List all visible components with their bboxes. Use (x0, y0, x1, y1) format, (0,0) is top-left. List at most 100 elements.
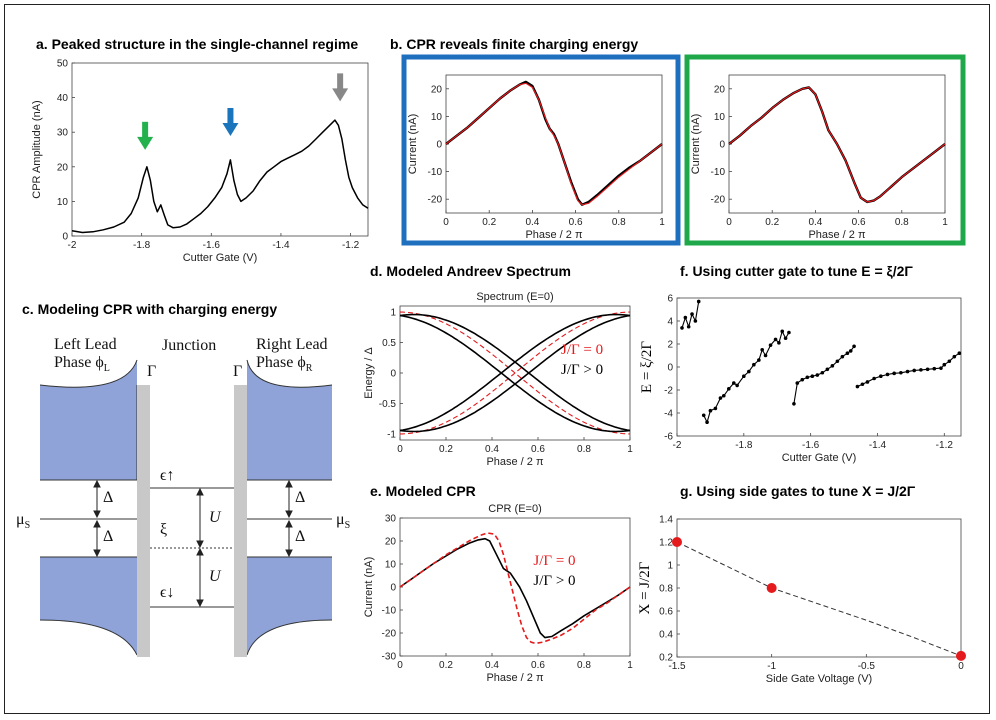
a-ylabel: CPR Amplitude (nA) (31, 100, 43, 198)
a-ytick-label: 0 (62, 232, 68, 243)
f-xtick-label: -1.6 (802, 440, 820, 451)
a-ytick-label: 30 (57, 128, 69, 139)
e-xtick-label: 0.6 (531, 660, 545, 671)
b2-xtick-label: 0.6 (852, 217, 866, 228)
d-xlabel: Phase / 2 π (486, 456, 544, 468)
f-point (899, 370, 903, 375)
b1-ytick-label: 20 (431, 84, 443, 95)
left-lead-upper-band (40, 360, 137, 480)
f-xtick-label: -2 (673, 440, 682, 451)
b1-xtick-label: 0.8 (612, 217, 626, 228)
a-xtick-label: -1.4 (272, 240, 290, 251)
right-lead-upper-curve (246, 359, 333, 388)
d-ytick-label: 0 (390, 369, 396, 380)
e-ytick-label: -10 (382, 606, 397, 617)
peak-arrow-gray-head (332, 88, 349, 102)
f-point (855, 384, 860, 389)
f-ytick-label: -2 (664, 386, 673, 397)
panel-g-title: g. Using side gates to tune X = J/2Γ (680, 483, 916, 499)
right-phase-text: Phase ϕ (256, 354, 306, 371)
f-point (763, 353, 768, 358)
d-xtick-label: 0.2 (439, 444, 453, 455)
e-series-0 (399, 537, 631, 639)
left-lead-label: Left Lead (54, 336, 117, 353)
right-lead-upper-band (247, 360, 332, 480)
f-point (865, 380, 870, 384)
e-xtick-label: 0 (397, 660, 403, 671)
e-xlabel: Phase / 2 π (486, 672, 544, 684)
a-ytick-label: 10 (57, 197, 69, 208)
f-point (683, 315, 688, 320)
g-xtick-label: -1 (767, 661, 776, 672)
f-point (726, 387, 731, 391)
f-point (840, 354, 845, 359)
f-ytick-label: -4 (664, 409, 673, 420)
d-xtick-label: 1 (627, 444, 633, 455)
f-ylabel: E = ξ/2Γ (639, 341, 655, 393)
f-point (810, 374, 815, 379)
f-point (947, 359, 952, 364)
left-gamma-label: Γ (147, 363, 156, 380)
f-point (708, 408, 713, 413)
b2-xtick-label: 0.4 (808, 217, 822, 228)
eps-up-label: ϵ↑ (160, 467, 174, 484)
e-ytick-label: 10 (385, 560, 397, 571)
f-point (747, 369, 751, 374)
e-ylabel: Current (nA) (363, 557, 375, 618)
f-point (919, 368, 923, 372)
panel-c-title: c. Modeling CPR with charging energy (22, 301, 277, 317)
b2-xlabel: Phase / 2 π (808, 229, 866, 241)
d-xtick-label: 0.6 (531, 444, 545, 455)
panel-b-title: b. CPR reveals finite charging energy (390, 36, 638, 52)
d-legend-1: J/Γ > 0 (561, 362, 603, 378)
f-xlabel: Cutter Gate (V) (782, 452, 857, 464)
f-point (680, 326, 684, 330)
b2-ytick-label: 20 (714, 84, 726, 95)
b2-ytick-label: -10 (711, 167, 726, 178)
e-xtick-label: 1 (627, 660, 633, 671)
g-point (956, 650, 966, 661)
right-lead-lower-curve (246, 619, 333, 656)
b1-xtick-label: 1 (659, 217, 665, 228)
left-lead-upper-curve (39, 359, 138, 388)
e-xtick-label: 0.4 (485, 660, 499, 671)
f-xtick-label: -1.2 (936, 440, 954, 451)
b2-xtick-label: 0.2 (765, 217, 779, 228)
a-xtick-label: -2 (68, 240, 77, 251)
b1-xtick-label: 0.2 (482, 217, 496, 228)
f-xtick-label: -1.8 (735, 440, 753, 451)
e-legend-1: J/Γ > 0 (533, 573, 575, 589)
e-ytick-label: 30 (385, 514, 397, 525)
left-mu-sub: S (25, 520, 31, 531)
chart-g: -1.5 -1 -0.5 0 0.2 0.4 0.6 0.8 1 1.2 1.4 Side Gate … (637, 515, 966, 685)
a-xlabel: Cutter Gate (V) (183, 252, 258, 264)
junction-label: Junction (162, 337, 216, 354)
f-point (805, 375, 810, 380)
e-series-1 (399, 532, 631, 645)
f-point (696, 299, 701, 304)
f-point (957, 351, 962, 356)
g-ytick-label: 0.4 (659, 630, 673, 641)
panel-b1-frame (401, 54, 681, 246)
f-point (939, 366, 943, 370)
e-ytick-label: 0 (390, 583, 396, 594)
right-phase-label: Phase ϕR (256, 354, 313, 374)
b1-ytick-label: 0 (436, 140, 442, 151)
panel-f-title: f. Using cutter gate to tune E = ξ/2Γ (680, 263, 913, 279)
b1-xlabel: Phase / 2 π (525, 229, 583, 241)
a-ytick-label: 20 (57, 162, 69, 173)
a-xtick-label: -1.2 (342, 240, 360, 251)
eps-down-label: ϵ↓ (160, 584, 174, 601)
b1-data-line (445, 80, 663, 206)
a-series-line (71, 119, 369, 234)
f-point (787, 330, 791, 335)
right-phase-sub: R (306, 363, 313, 374)
left-lead-lower-curve (39, 619, 138, 656)
f-point (830, 364, 835, 368)
f-point (942, 362, 947, 367)
d-ylabel: Energy / Δ (363, 347, 375, 399)
e-legend-0: J/Γ = 0 (533, 553, 575, 569)
g-ylabel: X = J/2Γ (637, 561, 653, 614)
peak-arrow-green-head (137, 136, 154, 150)
